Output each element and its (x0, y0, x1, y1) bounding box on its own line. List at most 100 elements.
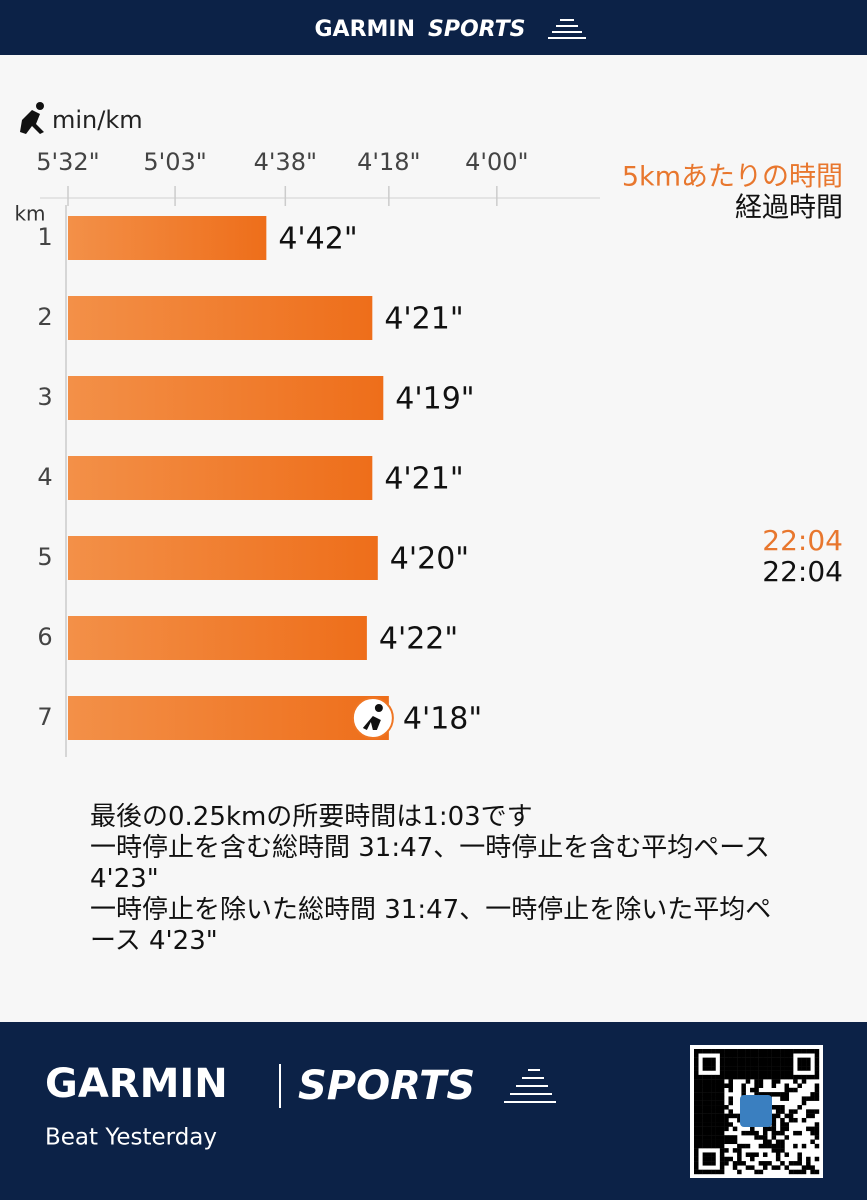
qr-module (801, 1066, 807, 1071)
qr-module (801, 1057, 807, 1063)
qr-module (797, 1083, 802, 1088)
qr-module (775, 1061, 781, 1067)
qr-module (814, 1096, 820, 1101)
qr-module (780, 1070, 785, 1076)
qr-module (771, 1066, 777, 1071)
qr-module (758, 1169, 764, 1175)
qr-module (775, 1148, 781, 1153)
qr-module (793, 1109, 798, 1114)
qr-module (698, 1122, 703, 1127)
qr-module (784, 1053, 790, 1058)
qr-module (780, 1139, 785, 1145)
qr-module (694, 1066, 699, 1071)
qr-module (780, 1126, 785, 1132)
qr-module (745, 1143, 751, 1149)
qr-module (754, 1053, 759, 1058)
qr-module (758, 1057, 764, 1063)
qr-module (737, 1074, 742, 1080)
qr-module (775, 1079, 781, 1084)
qr-module (702, 1092, 708, 1097)
qr-module (745, 1066, 751, 1071)
qr-module (788, 1066, 794, 1071)
qr-module (711, 1126, 716, 1132)
qr-module (762, 1070, 768, 1076)
qr-module (788, 1113, 794, 1119)
qr-module (806, 1061, 811, 1067)
qr-module (750, 1049, 755, 1054)
qr-module (767, 1066, 772, 1071)
qr-module (784, 1135, 790, 1140)
qr-module (793, 1117, 798, 1123)
qr-module (719, 1126, 725, 1132)
header-bar (0, 0, 867, 55)
qr-module (767, 1074, 772, 1080)
qr-module (732, 1066, 738, 1071)
qr-module (758, 1061, 764, 1067)
qr-module (715, 1079, 721, 1084)
qr-module (706, 1087, 712, 1093)
qr-module (737, 1057, 742, 1063)
qr-module (728, 1139, 733, 1145)
qr-module (719, 1083, 725, 1088)
qr-module (715, 1135, 721, 1140)
qr-module (724, 1148, 729, 1153)
qr-module (754, 1074, 759, 1080)
qr-module (767, 1161, 772, 1166)
category-label: 5 (37, 543, 52, 571)
qr-module (810, 1165, 815, 1170)
qr-module (706, 1057, 712, 1063)
qr-module (724, 1053, 729, 1058)
qr-module (719, 1074, 725, 1080)
qr-module (732, 1113, 738, 1119)
qr-module (771, 1126, 777, 1132)
qr-module (784, 1061, 790, 1067)
qr-module (784, 1126, 790, 1132)
qr-module (750, 1156, 755, 1162)
qr-module (814, 1070, 820, 1076)
qr-module (793, 1161, 798, 1166)
qr-module (711, 1130, 716, 1136)
qr-module (711, 1139, 716, 1145)
qr-module (737, 1113, 742, 1119)
value-label: 4'22" (379, 622, 458, 657)
qr-module (719, 1087, 725, 1093)
qr-module (706, 1066, 712, 1071)
qr-module (771, 1070, 777, 1076)
qr-module (788, 1074, 794, 1080)
qr-module (775, 1152, 781, 1157)
qr-module (775, 1130, 781, 1136)
qr-logo (740, 1095, 772, 1127)
qr-module (762, 1143, 768, 1149)
qr-module (793, 1079, 798, 1084)
qr-module (758, 1066, 764, 1071)
qr-module (719, 1135, 725, 1140)
qr-module (767, 1061, 772, 1067)
qr-module (698, 1100, 703, 1106)
bar (68, 296, 373, 340)
qr-module (698, 1087, 703, 1093)
category-label: 6 (37, 623, 52, 651)
qr-module (758, 1143, 764, 1149)
qr-module (810, 1096, 815, 1101)
bar (68, 216, 267, 260)
qr-module (780, 1109, 785, 1114)
qr-module (814, 1126, 820, 1132)
qr-module (728, 1061, 733, 1067)
qr-module (767, 1139, 772, 1145)
qr-module (694, 1083, 699, 1088)
qr-module (732, 1126, 738, 1132)
qr-module (737, 1156, 742, 1162)
qr-module (762, 1152, 768, 1157)
qr-module (806, 1057, 811, 1063)
qr-module (780, 1143, 785, 1149)
qr-module (719, 1100, 725, 1106)
qr-module (771, 1143, 777, 1149)
qr-module (780, 1074, 785, 1080)
qr-module (694, 1113, 699, 1119)
qr-module (784, 1096, 790, 1101)
qr-module (706, 1135, 712, 1140)
qr-module (814, 1066, 820, 1071)
qr-module (694, 1100, 699, 1106)
qr-module (698, 1126, 703, 1132)
